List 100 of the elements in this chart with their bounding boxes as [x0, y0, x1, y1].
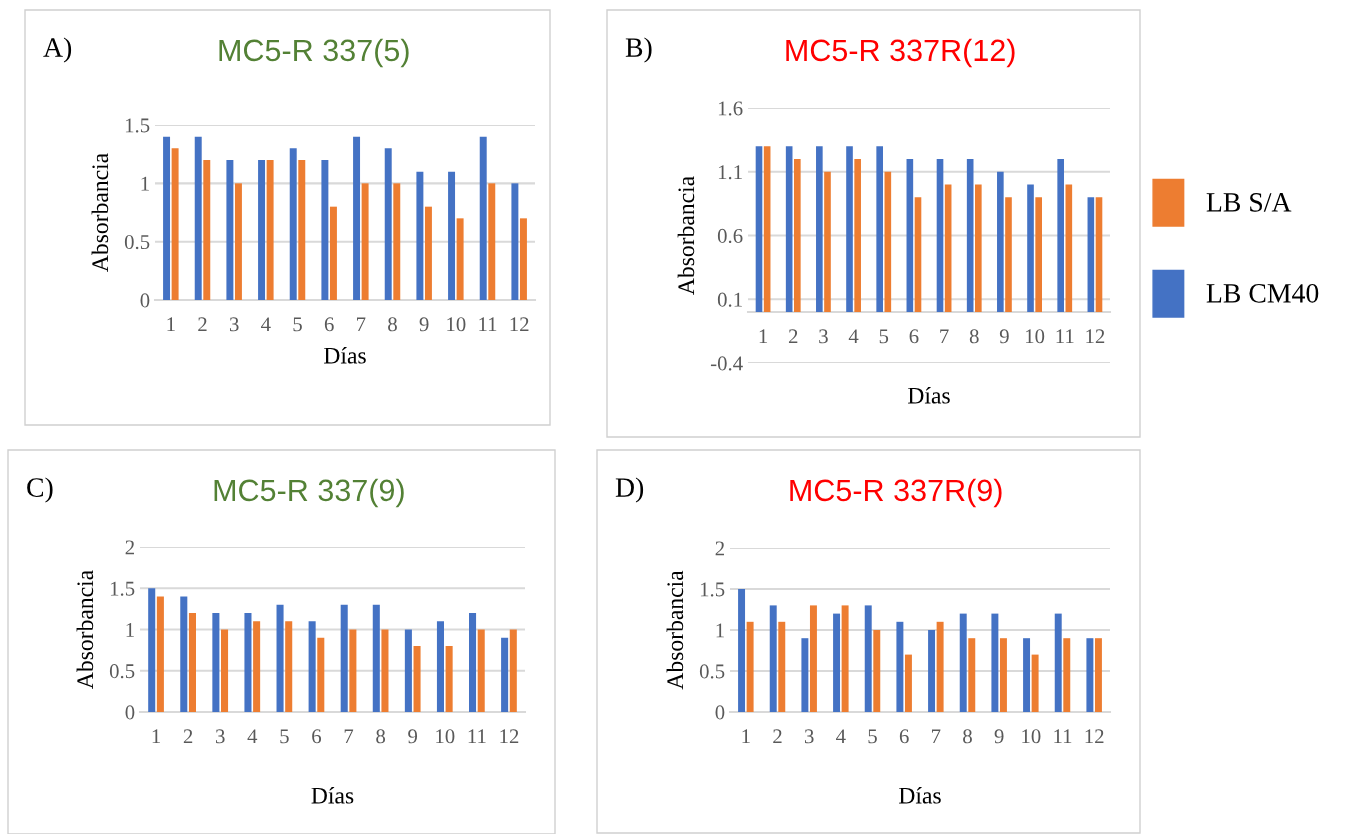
- x-tick-label: 6: [324, 317, 334, 332]
- y-tick-label: 1.5: [110, 581, 135, 596]
- bar: [1095, 197, 1103, 312]
- y-tick-label: 0.5: [124, 235, 150, 250]
- x-tick-label: 3: [804, 729, 814, 744]
- x-tick-label: 7: [357, 317, 366, 332]
- bar: [763, 146, 771, 312]
- y-tick-label: 1.1: [718, 165, 742, 180]
- x-tick-label: 10: [1026, 329, 1045, 344]
- bar: [846, 146, 853, 312]
- bar: [156, 596, 164, 712]
- bar: [1063, 638, 1071, 712]
- x-tick-label: 3: [216, 729, 225, 744]
- bar: [738, 589, 746, 712]
- bar: [445, 646, 453, 712]
- x-tick-label: 12: [1085, 729, 1104, 744]
- bar: [1031, 654, 1039, 712]
- bar: [854, 159, 861, 312]
- bar: [509, 629, 517, 712]
- bar: [163, 136, 171, 300]
- bar: [424, 206, 432, 300]
- chart-title: MC5-R 337R(9): [790, 478, 1002, 508]
- bar: [746, 621, 754, 712]
- x-tick-label: 6: [899, 729, 909, 744]
- y-tick-label: 2: [125, 540, 134, 555]
- bar: [372, 604, 380, 712]
- x-tick-label: 2: [788, 329, 798, 344]
- bar: [884, 171, 892, 312]
- y-tick-label: 0.5: [699, 664, 725, 679]
- bar: [1065, 184, 1073, 312]
- x-tick-label: 8: [963, 729, 972, 744]
- y-tick-label: 1.5: [125, 118, 150, 133]
- y-tick-label: 2: [715, 541, 724, 556]
- bar: [519, 218, 527, 300]
- x-tick-label: 12: [510, 317, 529, 332]
- bar: [501, 637, 509, 712]
- bar: [244, 613, 252, 712]
- bar: [959, 613, 967, 712]
- x-tick-label: 1: [759, 329, 768, 344]
- y-tick-label: 1: [126, 622, 134, 637]
- bar: [317, 637, 325, 712]
- x-tick-label: 8: [376, 729, 386, 744]
- bar: [298, 160, 306, 300]
- chart-title: MC5-R 337(9): [214, 478, 404, 508]
- x-tick-label: 7: [940, 329, 949, 344]
- bar: [936, 159, 944, 312]
- bar: [226, 160, 234, 300]
- y-tick-label: 0.6: [717, 228, 743, 244]
- x-tick-label: 6: [312, 729, 322, 744]
- bar: [477, 629, 485, 712]
- x-tick-label: 3: [229, 317, 239, 332]
- x-tick-label: 2: [773, 729, 782, 744]
- bar: [180, 596, 188, 712]
- bar: [448, 171, 456, 300]
- bar: [266, 160, 274, 300]
- x-tick-label: 4: [848, 329, 859, 344]
- bar: [833, 613, 841, 712]
- x-tick-label: 4: [247, 729, 258, 744]
- y-tick-label: 0.5: [109, 664, 135, 679]
- x-axis-title: Días: [324, 346, 366, 364]
- bar: [188, 613, 196, 712]
- x-axis-title: Días: [899, 786, 941, 804]
- x-tick-label: 9: [419, 317, 429, 332]
- x-tick-label: 8: [388, 317, 397, 332]
- bar: [203, 160, 211, 300]
- x-tick-label: 10: [1022, 729, 1041, 744]
- bar: [1094, 638, 1102, 712]
- y-tick-label: 0: [715, 705, 725, 720]
- x-tick-label: 11: [479, 317, 497, 332]
- bar: [906, 159, 914, 312]
- x-tick-label: 1: [152, 729, 160, 744]
- bar: [436, 621, 444, 712]
- bar: [384, 148, 392, 300]
- x-tick-label: 9: [994, 729, 1004, 744]
- x-axis-title: Días: [908, 386, 950, 404]
- bar: [873, 630, 881, 712]
- bar: [928, 630, 936, 712]
- bar: [936, 621, 944, 712]
- bar: [393, 183, 401, 300]
- bar: [1054, 613, 1062, 712]
- bar: [801, 638, 809, 712]
- bar: [1035, 197, 1042, 312]
- bar: [289, 148, 297, 300]
- x-tick-label: 12: [1086, 329, 1105, 344]
- bar: [456, 218, 464, 300]
- bar: [975, 184, 982, 312]
- bar: [1027, 184, 1034, 312]
- x-tick-label: 11: [468, 729, 486, 744]
- bar: [285, 621, 293, 712]
- x-tick-label: 5: [293, 317, 302, 332]
- bar: [785, 146, 793, 312]
- bar: [944, 184, 952, 312]
- legend-label: LB S/A: [1206, 193, 1292, 212]
- bar: [511, 183, 519, 300]
- y-tick-label: 1: [141, 176, 149, 191]
- bar: [1087, 197, 1095, 312]
- bar: [999, 638, 1007, 712]
- bar: [968, 638, 976, 712]
- x-tick-label: 7: [344, 729, 354, 744]
- x-tick-label: 5: [868, 729, 877, 744]
